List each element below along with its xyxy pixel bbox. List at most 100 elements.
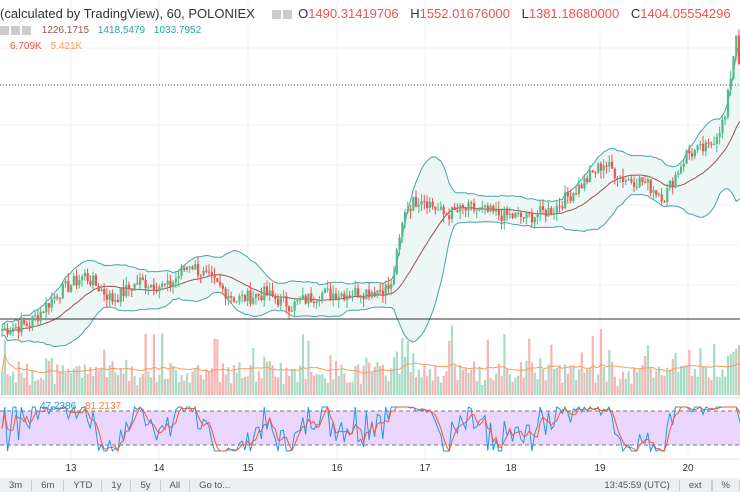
percent-toggle[interactable]: %: [711, 479, 740, 491]
volume-bar: [561, 382, 564, 395]
volume-bar: [64, 373, 67, 395]
candle: [599, 163, 603, 171]
volume-bar: [357, 364, 360, 395]
volume-bar: [337, 376, 340, 395]
candle: [166, 280, 169, 285]
volume-bar: [144, 333, 147, 395]
candle: [97, 285, 100, 292]
gear-icon[interactable]: [0, 25, 9, 35]
candle: [343, 293, 346, 300]
volume-bar: [343, 373, 346, 395]
candle: [191, 266, 194, 270]
candle: [710, 143, 713, 145]
candle: [127, 284, 131, 290]
volume-bar: [707, 377, 710, 395]
candle: [566, 192, 569, 197]
gear-icon[interactable]: [283, 10, 293, 20]
candle: [718, 133, 721, 138]
ext-toggle[interactable]: ext: [678, 479, 712, 491]
eye-icon[interactable]: [272, 10, 282, 20]
candle: [597, 163, 600, 173]
stoch-d-line: [1, 405, 740, 453]
volume-bar: [541, 369, 545, 395]
candle: [141, 277, 144, 280]
candle: [390, 283, 393, 289]
volume-bar: [553, 369, 556, 395]
candle: [517, 212, 520, 214]
candle: [602, 165, 605, 171]
volume-bar: [616, 385, 619, 395]
stoch-band: [0, 411, 740, 445]
candle: [456, 209, 459, 212]
goto-button[interactable]: Go to...: [199, 479, 231, 491]
candle: [503, 208, 506, 222]
range-1y[interactable]: 1y: [102, 479, 132, 491]
price-chart[interactable]: [0, 0, 740, 460]
candle: [78, 280, 81, 286]
volume-bar: [464, 367, 467, 395]
volume-bar: [334, 361, 338, 395]
volume-bar: [42, 379, 45, 395]
volume-bar: [89, 366, 92, 395]
close-icon[interactable]: [22, 25, 31, 35]
volume-bar: [566, 373, 569, 395]
range-all[interactable]: All: [161, 479, 191, 491]
range-ytd[interactable]: YTD: [64, 479, 103, 491]
candle: [528, 212, 531, 214]
volume-bar: [381, 364, 385, 395]
candle: [387, 284, 390, 289]
range-3m[interactable]: 3m: [0, 479, 33, 491]
candle: [219, 281, 222, 286]
candle: [622, 176, 625, 182]
volume-bar: [715, 376, 719, 395]
candle: [257, 294, 260, 296]
candle: [415, 197, 418, 207]
volume-bar: [735, 348, 738, 395]
volume-bar: [699, 348, 702, 395]
volume-bar: [519, 362, 523, 395]
candle: [564, 192, 567, 209]
candle: [544, 209, 547, 217]
candle: [293, 301, 296, 311]
volume-bar: [67, 368, 70, 395]
volume-bar: [423, 365, 426, 395]
volume-bar: [47, 360, 51, 395]
candle: [434, 206, 437, 210]
range-5y[interactable]: 5y: [131, 479, 161, 491]
volume-bar: [605, 381, 608, 395]
volume-bar: [713, 343, 716, 395]
volume-bar: [737, 344, 740, 395]
candle: [196, 264, 200, 276]
volume-bar: [97, 370, 100, 395]
volume-bar: [31, 370, 34, 395]
candle: [105, 294, 109, 300]
candle: [103, 289, 106, 295]
range-6m[interactable]: 6m: [32, 479, 65, 491]
candle: [558, 205, 561, 207]
volume-bar: [564, 364, 567, 395]
candle: [147, 287, 150, 289]
volume-bar: [597, 374, 600, 395]
volume-bar: [243, 376, 247, 395]
volume-bar: [655, 371, 658, 395]
volume-bar: [536, 379, 539, 395]
volume-bar: [221, 363, 224, 395]
volume-bar: [210, 368, 213, 395]
plus-icon[interactable]: [11, 25, 20, 35]
volume-bar: [445, 371, 448, 395]
volume-bar: [602, 366, 605, 395]
volume-bar: [260, 378, 263, 395]
candle: [125, 284, 128, 297]
candle: [420, 201, 423, 205]
volume-bar: [3, 339, 6, 395]
date-label: 20: [682, 463, 694, 474]
volume-bar: [481, 384, 484, 395]
volume-bar: [420, 377, 423, 395]
candle: [445, 214, 448, 216]
volume-bar: [409, 372, 412, 395]
candle: [448, 215, 451, 220]
volume-bar: [456, 379, 459, 395]
candle: [406, 208, 409, 213]
volume-bar: [368, 362, 371, 395]
volume-bar: [312, 375, 316, 395]
